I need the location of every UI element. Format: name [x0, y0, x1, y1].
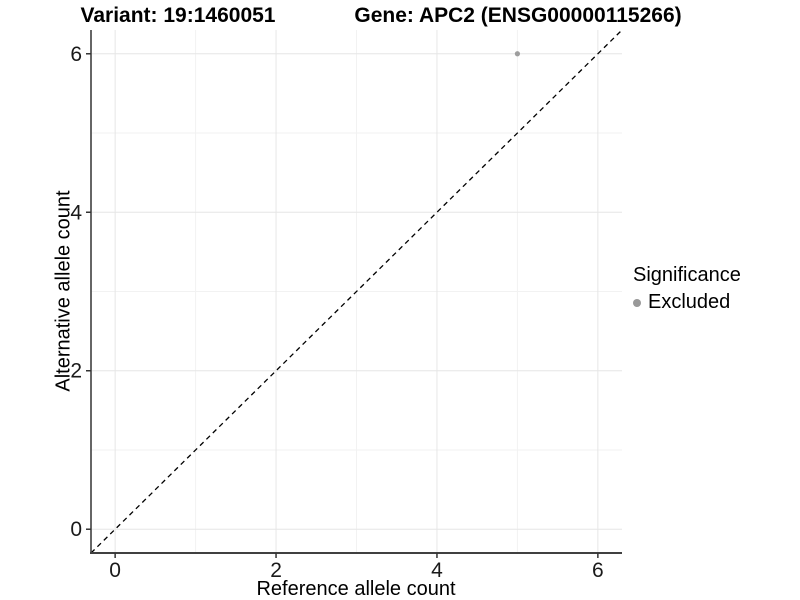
legend-title: Significance	[633, 264, 741, 286]
x-axis-title: Reference allele count	[256, 578, 456, 600]
x-tick-label: 6	[592, 559, 604, 582]
legend-entry: Excluded	[633, 291, 741, 314]
x-tick-label: 2	[270, 559, 282, 582]
x-tick-label: 4	[431, 559, 443, 582]
legend-entry-label: Excluded	[648, 291, 731, 313]
plot-title-gene: Gene: APC2 (ENSG00000115266)	[354, 4, 682, 27]
identity-line	[90, 29, 623, 554]
x-tick-label: 0	[109, 559, 121, 582]
plot-title-variant: Variant: 19:1460051	[80, 4, 276, 27]
legend-marker-circle-icon	[633, 298, 641, 307]
data-point	[514, 51, 521, 57]
y-axis-title: Alternative allele count	[52, 190, 75, 392]
legend: Significance Excluded	[633, 264, 741, 314]
y-tick-label: 4	[70, 201, 82, 224]
y-tick-label: 6	[70, 43, 82, 66]
y-tick-label: 2	[70, 360, 82, 383]
y-tick-label: 0	[70, 518, 82, 541]
